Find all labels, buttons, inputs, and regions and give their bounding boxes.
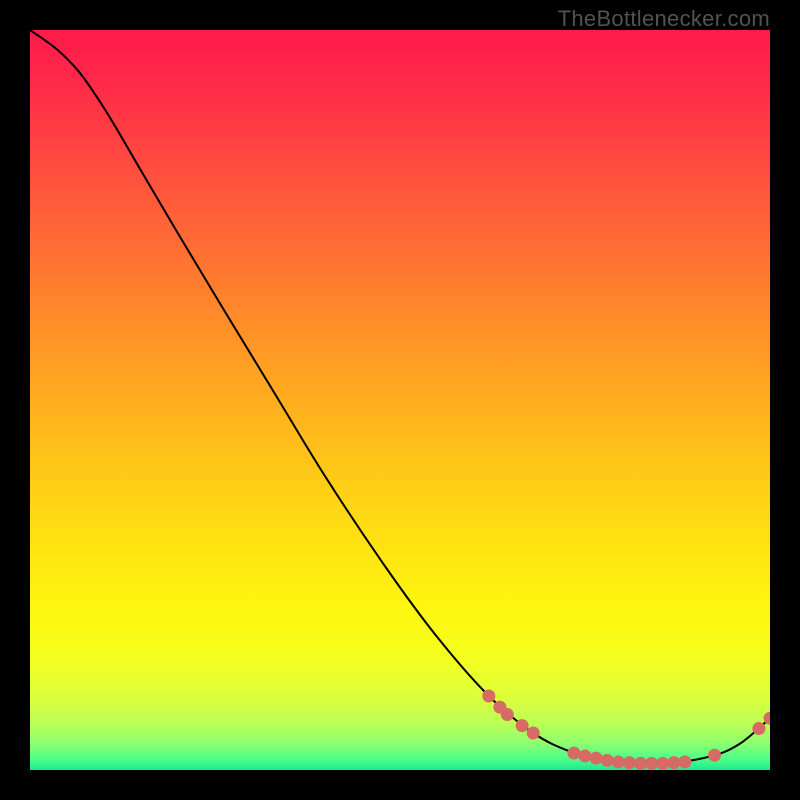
data-marker <box>568 747 580 759</box>
bottleneck-chart <box>30 30 770 770</box>
data-marker <box>753 723 765 735</box>
data-marker <box>635 757 647 769</box>
data-marker <box>623 757 635 769</box>
data-marker <box>516 720 528 732</box>
data-marker <box>612 756 624 768</box>
data-marker <box>668 757 680 769</box>
data-marker <box>527 727 539 739</box>
data-marker <box>483 690 495 702</box>
data-marker <box>601 754 613 766</box>
data-marker <box>501 709 513 721</box>
data-marker <box>679 756 691 768</box>
data-marker <box>579 750 591 762</box>
data-marker <box>590 752 602 764</box>
chart-svg <box>30 30 770 770</box>
watermark-text: TheBottlenecker.com <box>558 6 770 32</box>
data-marker <box>646 757 658 769</box>
data-marker <box>709 749 721 761</box>
data-marker <box>657 757 669 769</box>
chart-background <box>30 30 770 770</box>
